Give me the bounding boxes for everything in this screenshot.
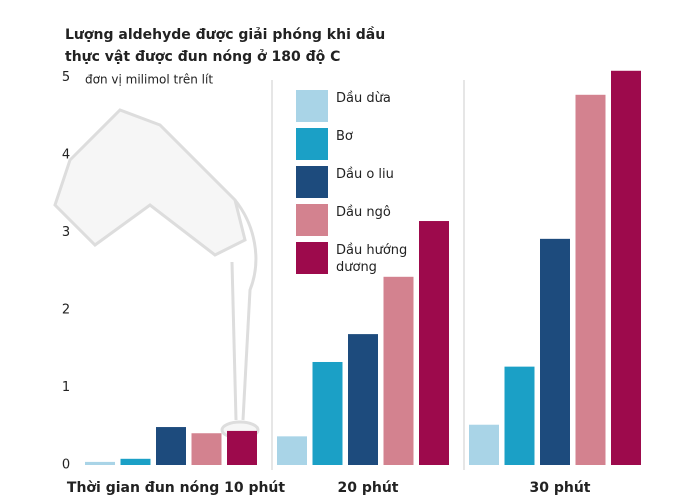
bar (575, 94, 606, 466)
unit-label: đơn vị milimol trên lít (85, 73, 213, 87)
legend-label: Bơ (336, 129, 353, 144)
bar (85, 461, 115, 465)
y-tick-label: 0 (62, 458, 70, 473)
bar (383, 276, 414, 465)
y-tick-label: 4 (62, 148, 70, 163)
legend-swatch (296, 128, 328, 160)
chart-title: thực vật được đun nóng ở 180 độ C (65, 49, 340, 65)
y-tick-label: 3 (62, 225, 70, 240)
legend-item: Dầu dừa (296, 90, 416, 122)
legend-swatch (296, 166, 328, 198)
legend-swatch (296, 204, 328, 236)
y-tick-label: 1 (62, 380, 70, 395)
x-tick-label: 20 phút (337, 480, 398, 496)
bar (277, 436, 307, 465)
bottle-illustration (53, 108, 260, 440)
legend-label: Dầu ngô (336, 205, 391, 220)
legend-label: Dầu dừa (336, 91, 391, 106)
legend-item: Dầu o liu (296, 166, 416, 198)
legend-item: Bơ (296, 128, 416, 160)
bar (469, 424, 499, 465)
legend-label: Dầu o liu (336, 167, 394, 182)
y-tick-label: 5 (62, 70, 70, 85)
bar (348, 334, 378, 465)
bar (504, 366, 535, 465)
bar (227, 430, 257, 465)
legend-item: Dầu ngô (296, 204, 416, 236)
legend-swatch (296, 90, 328, 122)
bar (156, 427, 186, 465)
x-tick-label: Thời gian đun nóng 10 phút (67, 480, 286, 496)
bar (419, 221, 449, 465)
bar (120, 458, 151, 465)
legend-swatch (296, 242, 328, 274)
chart-title: Lượng aldehyde được giải phóng khi dầu (65, 26, 385, 43)
bar (191, 433, 222, 465)
bar (312, 361, 343, 465)
legend-item: Dầu hướng dương (296, 242, 416, 276)
bar (540, 238, 570, 465)
legend-label: Dầu hướng dương (336, 243, 408, 275)
x-tick-label: 30 phút (529, 480, 590, 496)
y-tick-label: 2 (62, 303, 70, 318)
bar (611, 70, 641, 466)
legend: Dầu dừa Bơ Dầu o liu Dầu ngô Dầu hướng dương (296, 90, 416, 282)
